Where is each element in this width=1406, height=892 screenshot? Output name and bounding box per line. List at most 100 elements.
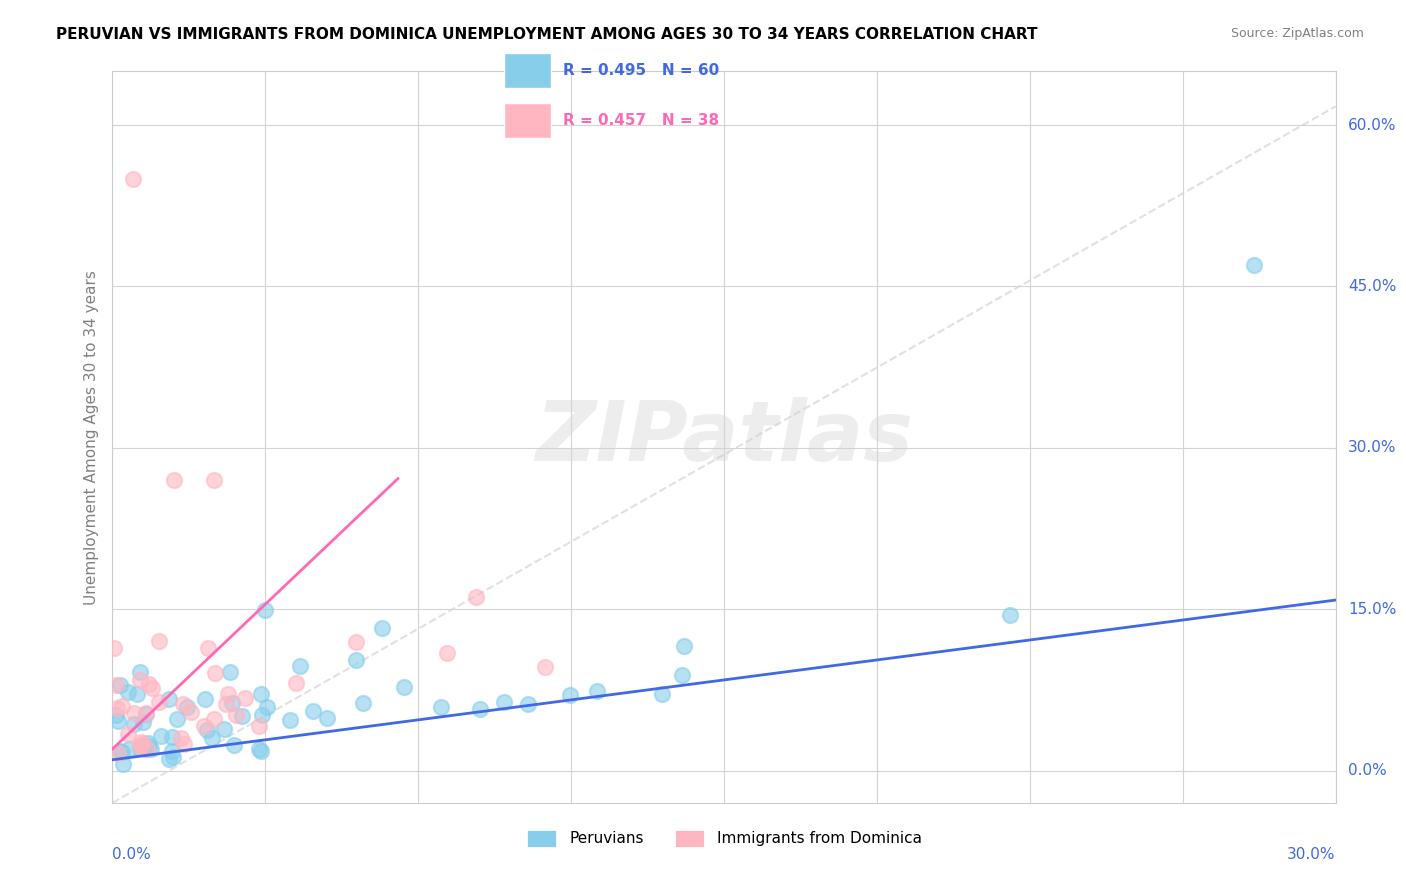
Point [129, 741, 152, 756]
Point [215, 697, 238, 711]
Text: 15.0%: 15.0% [1348, 602, 1396, 616]
Point [118, 742, 141, 756]
Point [465, 591, 488, 605]
Point [558, 688, 581, 702]
Text: PERUVIAN VS IMMIGRANTS FROM DOMINICA UNEMPLOYMENT AMONG AGES 30 TO 34 YEARS CORR: PERUVIAN VS IMMIGRANTS FROM DOMINICA UNE… [56, 27, 1038, 42]
Point [134, 741, 156, 756]
Text: 0.0%: 0.0% [1348, 763, 1386, 778]
Point [117, 685, 139, 699]
Point [247, 742, 270, 756]
Point [250, 744, 273, 758]
Point [132, 715, 155, 730]
Point [221, 696, 243, 710]
Point [129, 665, 152, 679]
Point [204, 473, 226, 487]
Point [163, 473, 186, 487]
Point [112, 757, 135, 772]
Point [108, 744, 131, 758]
Point [212, 722, 235, 736]
Point [253, 603, 276, 617]
Point [122, 706, 145, 721]
Point [138, 739, 160, 754]
Point [138, 677, 160, 691]
Point [135, 706, 157, 721]
Point [135, 706, 157, 721]
Point [256, 699, 278, 714]
Point [110, 678, 132, 692]
Point [278, 713, 301, 727]
Point [197, 640, 219, 655]
Point [429, 700, 451, 714]
Point [290, 659, 312, 673]
Point [344, 653, 367, 667]
Point [111, 698, 134, 713]
Point [671, 668, 693, 682]
Point [170, 731, 193, 745]
Text: 45.0%: 45.0% [1348, 279, 1396, 294]
FancyBboxPatch shape [503, 103, 551, 137]
Point [157, 691, 180, 706]
Point [204, 713, 226, 727]
Point [129, 735, 152, 749]
Point [222, 738, 245, 752]
Point [160, 744, 183, 758]
Point [135, 741, 157, 756]
Text: 30.0%: 30.0% [1348, 441, 1396, 455]
Point [233, 690, 256, 705]
Text: Source: ZipAtlas.com: Source: ZipAtlas.com [1230, 27, 1364, 40]
Point [129, 739, 152, 753]
Point [201, 731, 224, 745]
Point [160, 730, 183, 744]
Point [371, 622, 394, 636]
Point [131, 737, 153, 751]
Point [252, 707, 274, 722]
Point [176, 699, 198, 714]
Point [173, 737, 195, 751]
Point [105, 700, 128, 714]
Point [122, 172, 145, 186]
Point [148, 695, 170, 709]
Point [651, 687, 673, 701]
Point [285, 675, 308, 690]
Point [250, 687, 273, 701]
Point [107, 714, 129, 728]
Point [122, 717, 145, 731]
Point [586, 684, 609, 698]
Point [180, 706, 202, 720]
Point [194, 692, 217, 706]
Point [231, 709, 253, 723]
FancyBboxPatch shape [503, 54, 551, 88]
Point [141, 681, 163, 695]
Point [1243, 258, 1265, 272]
Point [157, 752, 180, 766]
Point [162, 750, 184, 764]
Point [316, 711, 339, 725]
Point [247, 719, 270, 733]
Point [492, 695, 515, 709]
Point [141, 741, 163, 756]
Point [672, 639, 695, 653]
Y-axis label: Unemployment Among Ages 30 to 34 years: Unemployment Among Ages 30 to 34 years [83, 269, 98, 605]
Point [436, 646, 458, 660]
Point [111, 745, 134, 759]
Point [172, 697, 194, 711]
Point [225, 708, 247, 723]
Point [392, 681, 415, 695]
Point [104, 707, 127, 722]
Point [195, 723, 218, 738]
Point [107, 746, 129, 760]
Text: R = 0.457   N = 38: R = 0.457 N = 38 [562, 112, 718, 128]
Point [105, 678, 128, 692]
Point [344, 634, 367, 648]
Point [534, 660, 557, 674]
Point [166, 712, 188, 726]
Legend: Peruvians, Immigrants from Dominica: Peruvians, Immigrants from Dominica [520, 822, 928, 854]
Point [150, 729, 173, 743]
Point [204, 666, 226, 681]
Point [998, 607, 1021, 622]
Text: 30.0%: 30.0% [1288, 847, 1336, 862]
Point [352, 696, 374, 710]
Text: R = 0.495   N = 60: R = 0.495 N = 60 [562, 63, 720, 78]
Point [193, 718, 215, 732]
Point [117, 726, 139, 740]
